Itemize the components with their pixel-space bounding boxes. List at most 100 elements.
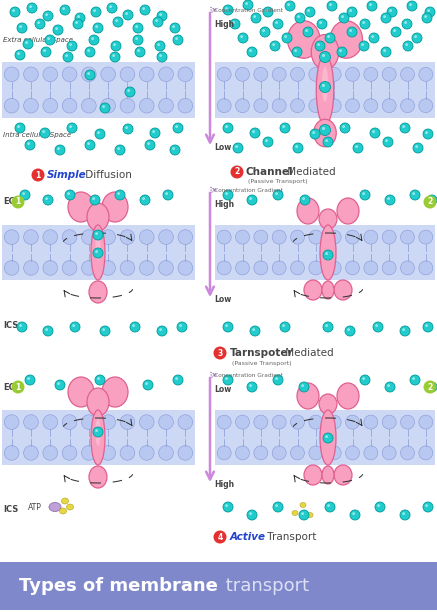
Circle shape: [346, 99, 360, 113]
Circle shape: [349, 29, 352, 32]
Text: Concentration Gradient: Concentration Gradient: [214, 373, 283, 378]
Circle shape: [409, 3, 412, 6]
Circle shape: [405, 43, 408, 46]
Circle shape: [346, 67, 360, 81]
Circle shape: [22, 192, 25, 195]
Circle shape: [95, 25, 98, 28]
Circle shape: [35, 19, 45, 29]
Circle shape: [139, 261, 154, 275]
Circle shape: [327, 504, 330, 507]
Circle shape: [82, 261, 96, 275]
Circle shape: [315, 41, 325, 51]
Circle shape: [292, 47, 302, 57]
Circle shape: [254, 67, 268, 81]
Circle shape: [402, 328, 405, 331]
Circle shape: [95, 129, 105, 139]
Circle shape: [410, 375, 420, 385]
Text: Active: Active: [230, 532, 266, 542]
Circle shape: [62, 7, 65, 10]
Circle shape: [24, 446, 38, 460]
Circle shape: [230, 165, 243, 179]
Circle shape: [147, 142, 150, 145]
Circle shape: [42, 130, 45, 133]
Text: Concentration Gradient: Concentration Gradient: [214, 188, 283, 193]
Circle shape: [393, 29, 396, 32]
Ellipse shape: [300, 502, 306, 507]
Text: 2: 2: [234, 168, 239, 176]
Circle shape: [223, 5, 233, 15]
Text: 2: 2: [427, 198, 433, 206]
Circle shape: [70, 322, 80, 332]
Circle shape: [159, 99, 173, 113]
Circle shape: [249, 512, 252, 515]
Circle shape: [115, 19, 118, 22]
Circle shape: [25, 375, 35, 385]
Circle shape: [273, 375, 283, 385]
Circle shape: [317, 19, 327, 29]
Circle shape: [223, 502, 233, 512]
Circle shape: [412, 33, 422, 43]
Circle shape: [280, 123, 290, 133]
Circle shape: [63, 52, 73, 62]
Circle shape: [120, 261, 135, 275]
Circle shape: [135, 47, 145, 57]
Circle shape: [55, 145, 65, 155]
Circle shape: [270, 41, 280, 51]
Circle shape: [127, 89, 130, 92]
Circle shape: [307, 9, 310, 12]
Circle shape: [355, 145, 358, 148]
Circle shape: [250, 326, 260, 336]
Circle shape: [43, 261, 58, 275]
Circle shape: [367, 1, 377, 11]
Circle shape: [82, 230, 96, 244]
Circle shape: [273, 190, 283, 200]
Circle shape: [254, 99, 268, 113]
Ellipse shape: [49, 502, 61, 512]
Ellipse shape: [62, 498, 69, 504]
Circle shape: [17, 52, 20, 55]
Circle shape: [401, 446, 414, 460]
Text: Extra cellular Space: Extra cellular Space: [3, 37, 73, 43]
Circle shape: [132, 324, 135, 327]
Circle shape: [346, 230, 360, 244]
Text: 1: 1: [35, 171, 41, 179]
Circle shape: [425, 324, 428, 327]
Circle shape: [325, 502, 335, 512]
Text: 1: 1: [15, 382, 21, 392]
Ellipse shape: [311, 34, 339, 70]
Circle shape: [383, 49, 386, 52]
Ellipse shape: [87, 203, 109, 231]
Circle shape: [249, 197, 252, 200]
Circle shape: [382, 67, 396, 81]
Circle shape: [236, 446, 250, 460]
Circle shape: [117, 192, 120, 195]
Circle shape: [225, 125, 228, 128]
Circle shape: [139, 99, 154, 113]
Circle shape: [120, 67, 135, 81]
Circle shape: [24, 67, 38, 81]
Circle shape: [299, 510, 309, 520]
Text: (Passive Transport): (Passive Transport): [248, 179, 308, 184]
Circle shape: [382, 261, 396, 275]
Circle shape: [60, 5, 70, 15]
Text: 1: 1: [15, 198, 21, 206]
Circle shape: [153, 17, 163, 27]
Circle shape: [236, 99, 250, 113]
Circle shape: [159, 67, 173, 81]
Ellipse shape: [319, 394, 337, 414]
Circle shape: [323, 250, 333, 260]
Circle shape: [95, 375, 105, 385]
Circle shape: [217, 230, 231, 244]
Circle shape: [43, 415, 58, 430]
Text: Types of membrane: Types of membrane: [19, 577, 218, 595]
Circle shape: [422, 13, 432, 23]
Circle shape: [27, 142, 30, 145]
Circle shape: [347, 27, 357, 37]
Circle shape: [382, 230, 396, 244]
Circle shape: [85, 47, 95, 57]
Circle shape: [217, 261, 231, 275]
Circle shape: [159, 328, 162, 331]
Circle shape: [133, 23, 143, 33]
Circle shape: [75, 21, 78, 24]
Circle shape: [29, 5, 32, 8]
